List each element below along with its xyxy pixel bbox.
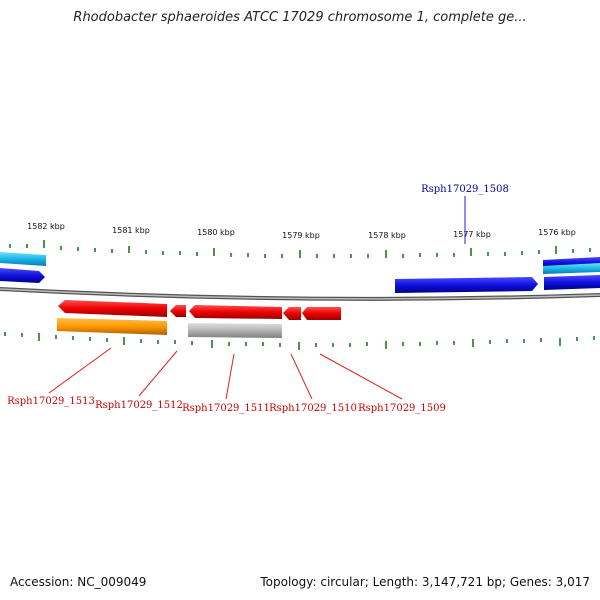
leader-line-1509 xyxy=(319,353,403,400)
gene-feature-blue-left[interactable] xyxy=(0,268,45,283)
gene-label-1510[interactable]: Rsph17029_1510 xyxy=(269,403,357,414)
gene-feature-cyan-right[interactable] xyxy=(543,263,600,274)
gene-feature-orange[interactable] xyxy=(57,318,167,335)
leader-line-1510 xyxy=(290,353,313,400)
gene-feature-1512[interactable] xyxy=(170,305,186,317)
scale-label-1579: 1579 kbp xyxy=(282,231,320,240)
outer-tick-marks xyxy=(9,240,591,258)
gene-feature-1513[interactable] xyxy=(58,300,167,317)
leader-line-1511 xyxy=(225,353,235,400)
gene-label-1513[interactable]: Rsph17029_1513 xyxy=(7,396,95,407)
scale-label-1578: 1578 kbp xyxy=(368,231,406,240)
genome-backbone-highlight xyxy=(0,288,600,300)
gene-feature-blue-1508[interactable] xyxy=(395,277,538,293)
scale-label-1577: 1577 kbp xyxy=(453,230,491,239)
gene-label-1511[interactable]: Rsph17029_1511 xyxy=(182,403,270,414)
gene-label-1509[interactable]: Rsph17029_1509 xyxy=(358,403,446,414)
leader-line-1512 xyxy=(138,350,178,397)
scale-label-1582: 1582 kbp xyxy=(27,222,65,231)
accession-text: Accession: NC_009049 xyxy=(10,575,147,589)
gene-feature-cyan-left[interactable] xyxy=(0,252,46,266)
inner-tick-marks xyxy=(4,332,595,350)
gene-feature-1509[interactable] xyxy=(302,307,341,320)
gene-feature-gray[interactable] xyxy=(188,323,282,338)
scale-label-1581: 1581 kbp xyxy=(112,226,150,235)
gene-feature-1510[interactable] xyxy=(283,307,301,320)
map-title: Rhodobacter sphaeroides ATCC 17029 chrom… xyxy=(73,10,527,25)
scale-label-1576: 1576 kbp xyxy=(538,228,576,237)
gene-label-1512[interactable]: Rsph17029_1512 xyxy=(95,400,183,411)
leader-line-1513 xyxy=(48,347,112,394)
genome-summary-text: Topology: circular; Length: 3,147,721 bp… xyxy=(260,575,590,589)
gene-label-1508[interactable]: Rsph17029_1508 xyxy=(421,184,509,195)
gene-feature-blue-right-bottom[interactable] xyxy=(544,275,600,290)
gene-feature-1511[interactable] xyxy=(189,305,282,319)
scale-label-1580: 1580 kbp xyxy=(197,228,235,237)
